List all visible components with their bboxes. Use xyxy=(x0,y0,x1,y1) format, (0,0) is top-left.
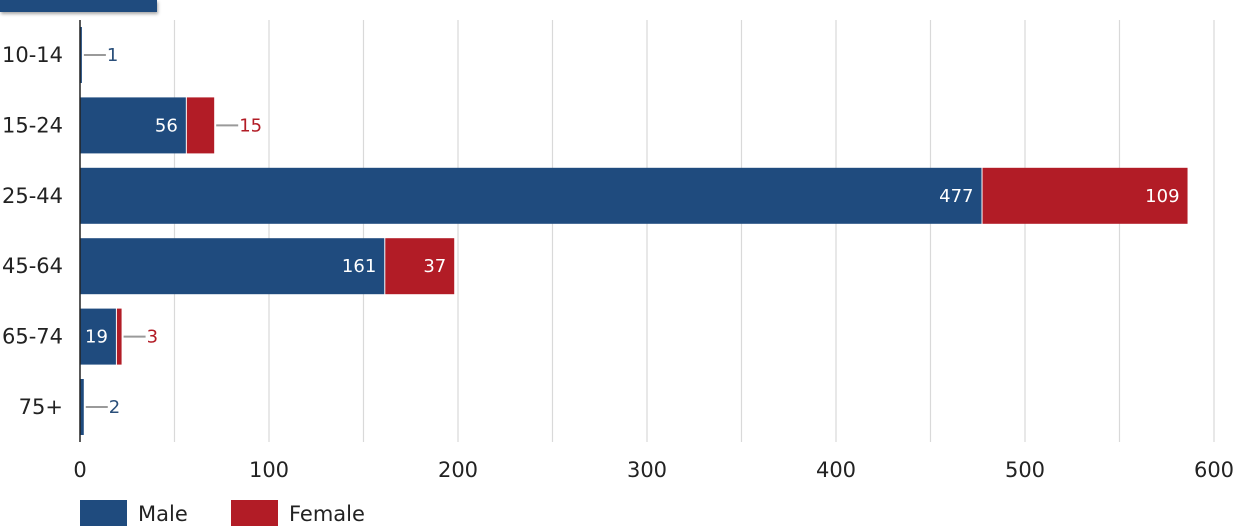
x-tick-label: 100 xyxy=(249,458,289,482)
category-label: 75+ xyxy=(19,395,63,419)
bar-male xyxy=(80,238,385,295)
data-label-female: 15 xyxy=(239,115,262,136)
data-label-male: 161 xyxy=(342,256,376,277)
legend-swatch xyxy=(80,500,127,526)
data-label-female: 109 xyxy=(1145,186,1179,207)
category-label: 25-44 xyxy=(2,184,63,208)
x-tick-label: 600 xyxy=(1194,458,1234,482)
x-tick-label: 500 xyxy=(1005,458,1045,482)
data-label-male: 2 xyxy=(109,397,120,418)
legend-label: Male xyxy=(138,502,188,526)
data-label-male: 477 xyxy=(939,186,973,207)
bar-female xyxy=(982,167,1188,224)
bar-male xyxy=(80,167,982,224)
category-label: 45-64 xyxy=(2,254,63,278)
bar-female xyxy=(385,238,455,295)
category-label: 65-74 xyxy=(2,325,63,349)
category-label: 15-24 xyxy=(2,113,63,137)
bar-male xyxy=(80,27,82,83)
x-tick-label: 300 xyxy=(627,458,667,482)
bar-female xyxy=(116,308,122,365)
x-tick-label: 0 xyxy=(73,458,86,482)
legend-label: Female xyxy=(289,502,365,526)
data-label-male: 56 xyxy=(155,115,178,136)
data-label-female: 37 xyxy=(423,256,446,277)
bar-male xyxy=(80,379,84,435)
x-tick-label: 200 xyxy=(438,458,478,482)
header-tab xyxy=(0,0,157,12)
data-label-male: 1 xyxy=(107,45,118,66)
data-label-male: 19 xyxy=(85,327,108,348)
bar-female xyxy=(186,97,215,154)
legend-swatch xyxy=(231,500,278,526)
bar-male xyxy=(80,97,186,154)
bar-male xyxy=(80,308,116,365)
x-tick-label: 400 xyxy=(816,458,856,482)
data-label-female: 3 xyxy=(147,327,158,348)
category-label: 10-14 xyxy=(2,43,63,67)
